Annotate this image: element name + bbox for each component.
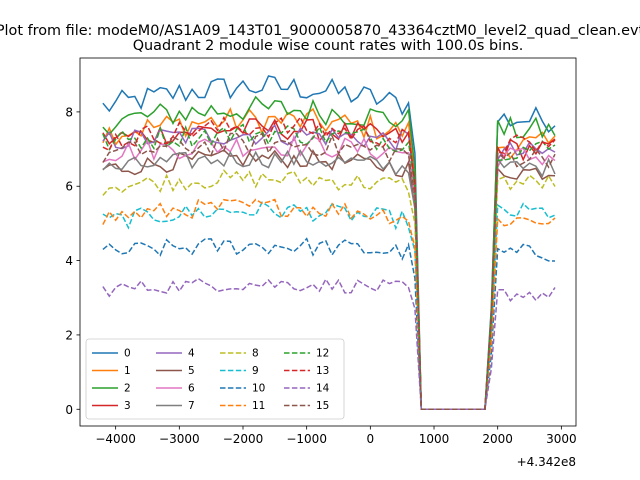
x-tick-label: −3000 bbox=[159, 432, 200, 446]
legend-label-10: 10 bbox=[252, 383, 265, 395]
legend-label-6: 6 bbox=[188, 383, 195, 395]
series-line-12 bbox=[102, 123, 556, 411]
legend-label-8: 8 bbox=[252, 348, 259, 360]
legend-label-2: 2 bbox=[124, 383, 131, 395]
x-offset-label: +4.342e8 bbox=[517, 455, 576, 469]
chart-title: Quadrant 2 module wise count rates with … bbox=[133, 38, 524, 54]
y-tick-label: 2 bbox=[65, 328, 73, 342]
legend-label-13: 13 bbox=[316, 365, 329, 377]
legend-label-0: 0 bbox=[124, 348, 131, 360]
legend-label-12: 12 bbox=[316, 348, 329, 360]
x-tick-label: −1000 bbox=[286, 432, 327, 446]
legend-label-3: 3 bbox=[124, 400, 131, 412]
legend-label-9: 9 bbox=[252, 365, 259, 377]
legend-box bbox=[85, 338, 345, 420]
y-tick-label: 6 bbox=[65, 180, 73, 194]
legend-label-14: 14 bbox=[316, 383, 330, 395]
legend-label-5: 5 bbox=[188, 365, 195, 377]
axes: −4000 −3000 −2000 −1000 0 1000 2000 3000 0 2 4 6 8 bbox=[65, 57, 577, 446]
plot-frame bbox=[79, 57, 577, 427]
legend-label-7: 7 bbox=[188, 400, 195, 412]
y-tick-label: 0 bbox=[65, 403, 73, 417]
x-tick-label: 3000 bbox=[546, 432, 577, 446]
y-tick-label: 8 bbox=[65, 105, 73, 119]
legend-label-4: 4 bbox=[188, 348, 195, 360]
figure-suptitle: Plot from file: modeM0/AS1A09_143T01_900… bbox=[0, 23, 640, 39]
series-line-8 bbox=[102, 169, 556, 411]
x-tick-label: −4000 bbox=[95, 432, 136, 446]
legend-label-11: 11 bbox=[252, 400, 265, 412]
x-tick-label: 0 bbox=[367, 432, 375, 446]
legend-label-15: 15 bbox=[316, 400, 329, 412]
y-tick-label: 4 bbox=[65, 254, 73, 268]
x-tick-label: 2000 bbox=[482, 432, 513, 446]
x-tick-label: −2000 bbox=[223, 432, 264, 446]
legend-label-1: 1 bbox=[124, 365, 131, 377]
x-tick-label: 1000 bbox=[419, 432, 450, 446]
series-layer bbox=[102, 75, 556, 411]
series-line-15 bbox=[102, 132, 556, 411]
